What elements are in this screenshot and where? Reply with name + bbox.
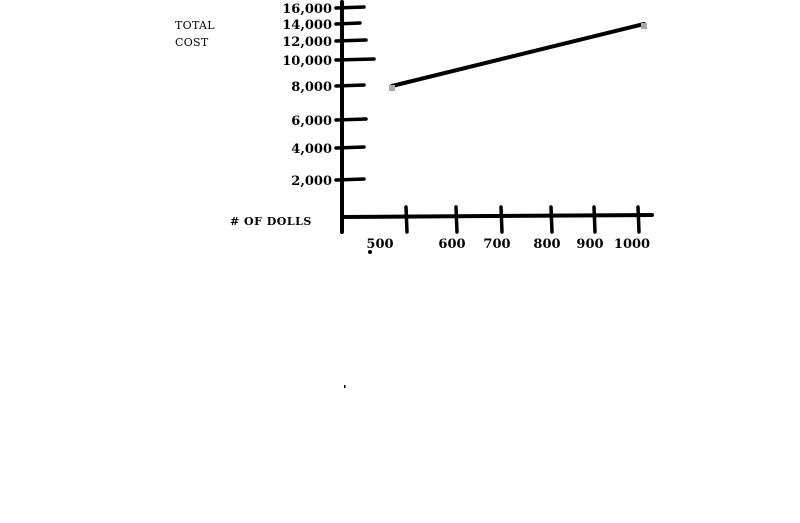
y-tick-label-4: 8,000 (291, 80, 332, 95)
y-axis-label-line-1: TOTAL (175, 19, 215, 32)
y-tick-label-0: 16,000 (282, 2, 332, 17)
x-tick-label-4: 900 (576, 237, 603, 252)
y-tick-7 (334, 177, 366, 182)
y-tick-label-3: 10,000 (282, 54, 332, 69)
x-tick-0 (404, 205, 409, 234)
x-axis (340, 213, 654, 219)
series-0-point-1 (641, 23, 647, 29)
x-tick-5 (636, 205, 641, 234)
y-tick-label-5: 6,000 (291, 114, 332, 129)
x-tick-1 (454, 205, 459, 234)
series-0-point-0 (389, 85, 395, 91)
chart-series (344, 22, 647, 388)
x-tick-3 (549, 205, 554, 234)
y-tick-label-7: 2,000 (291, 174, 332, 189)
x-axis-label: # OF DOLLS (230, 215, 312, 228)
x-tick-2 (499, 205, 504, 234)
x-tick-label-2: 700 (483, 237, 510, 252)
y-tick-4 (334, 83, 366, 88)
x-tick-label-3: 800 (533, 237, 560, 252)
x-tick-label-0: 500 (366, 237, 393, 252)
x-ticks: 500 600 700 800 900 1000 (366, 205, 650, 252)
y-tick-2 (334, 38, 368, 43)
x-tick-label-1: 600 (438, 237, 465, 252)
y-tick-label-2: 12,000 (282, 35, 332, 50)
y-tick-3 (334, 57, 376, 62)
stray-pen-mark (344, 385, 346, 388)
x-tick-label-5: 1000 (614, 237, 650, 252)
x-tick-4 (592, 205, 597, 234)
stray-dot-mark (368, 250, 372, 254)
y-axis-label-line-2: COST (175, 36, 209, 49)
chart-axes (340, 0, 654, 234)
y-tick-label-6: 4,000 (291, 142, 332, 157)
y-tick-label-1: 14,000 (282, 18, 332, 33)
y-tick-6 (334, 145, 366, 150)
y-tick-0 (334, 5, 366, 10)
y-tick-1 (334, 21, 362, 26)
y-tick-5 (334, 117, 368, 122)
series-line-0 (390, 22, 646, 88)
